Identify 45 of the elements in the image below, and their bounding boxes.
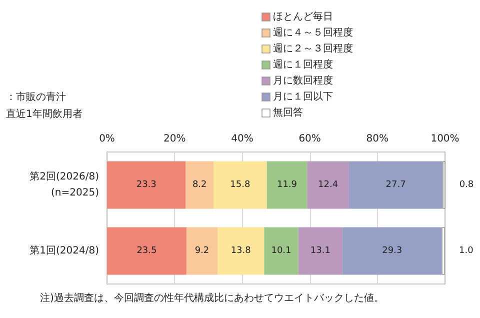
bar xyxy=(218,227,264,275)
x-tick-label: 100% xyxy=(430,134,460,144)
bar xyxy=(298,227,343,275)
x-tick-label: 20% xyxy=(163,134,186,144)
bar xyxy=(349,161,443,209)
data-label: 29.3 xyxy=(382,246,402,256)
bar xyxy=(266,161,308,209)
data-label: 0.8 xyxy=(459,180,474,190)
text: ：市販の青汁 xyxy=(6,91,66,103)
data-label: 23.3 xyxy=(136,180,156,190)
data-label: 13.8 xyxy=(230,246,252,256)
y-tick-label: 第1回(2024/8) xyxy=(30,244,100,256)
bar xyxy=(107,227,186,275)
text: 直近1年間飲用者 xyxy=(6,108,82,120)
legend-label: 週に４～５回程度 xyxy=(273,26,353,38)
legend-label: 月に数回程度 xyxy=(273,74,333,86)
data-label: 23.5 xyxy=(136,246,157,256)
data-label: 27.7 xyxy=(386,180,406,190)
legend-label: 無回答 xyxy=(273,106,303,118)
x-tick-label: 80% xyxy=(366,134,389,144)
bar xyxy=(264,227,298,275)
legend-label: ほとんど毎日 xyxy=(273,10,333,22)
data-label: 10.1 xyxy=(271,246,292,256)
bar xyxy=(107,161,186,209)
text: 注)過去調査は、今回調査の性年代構成比にあわせてウエイトバックした値。 xyxy=(40,292,384,304)
legend-label: 週に２～３回程度 xyxy=(273,42,353,54)
x-tick-label: 40% xyxy=(231,134,254,144)
bar xyxy=(213,161,267,209)
data-label: 12.4 xyxy=(318,180,338,190)
bar xyxy=(442,227,445,275)
y-tick-label: 第2回(2026/8) (n=2025) xyxy=(30,170,100,198)
legend-label: 週に１回程度 xyxy=(273,58,333,70)
x-tick-label: 60% xyxy=(298,134,321,144)
data-label: 11.9 xyxy=(276,180,298,190)
legend-label: 月に１回以下 xyxy=(273,90,333,102)
bar xyxy=(186,161,214,209)
data-label: 15.8 xyxy=(230,180,250,190)
x-tick-label: 0% xyxy=(99,134,115,144)
data-label: 8.2 xyxy=(192,180,207,190)
bar xyxy=(342,227,442,275)
bar xyxy=(186,227,218,275)
data-label: 9.2 xyxy=(194,246,210,256)
data-label: 13.1 xyxy=(310,246,330,256)
data-label: 1.0 xyxy=(459,246,474,256)
bar xyxy=(307,161,350,209)
